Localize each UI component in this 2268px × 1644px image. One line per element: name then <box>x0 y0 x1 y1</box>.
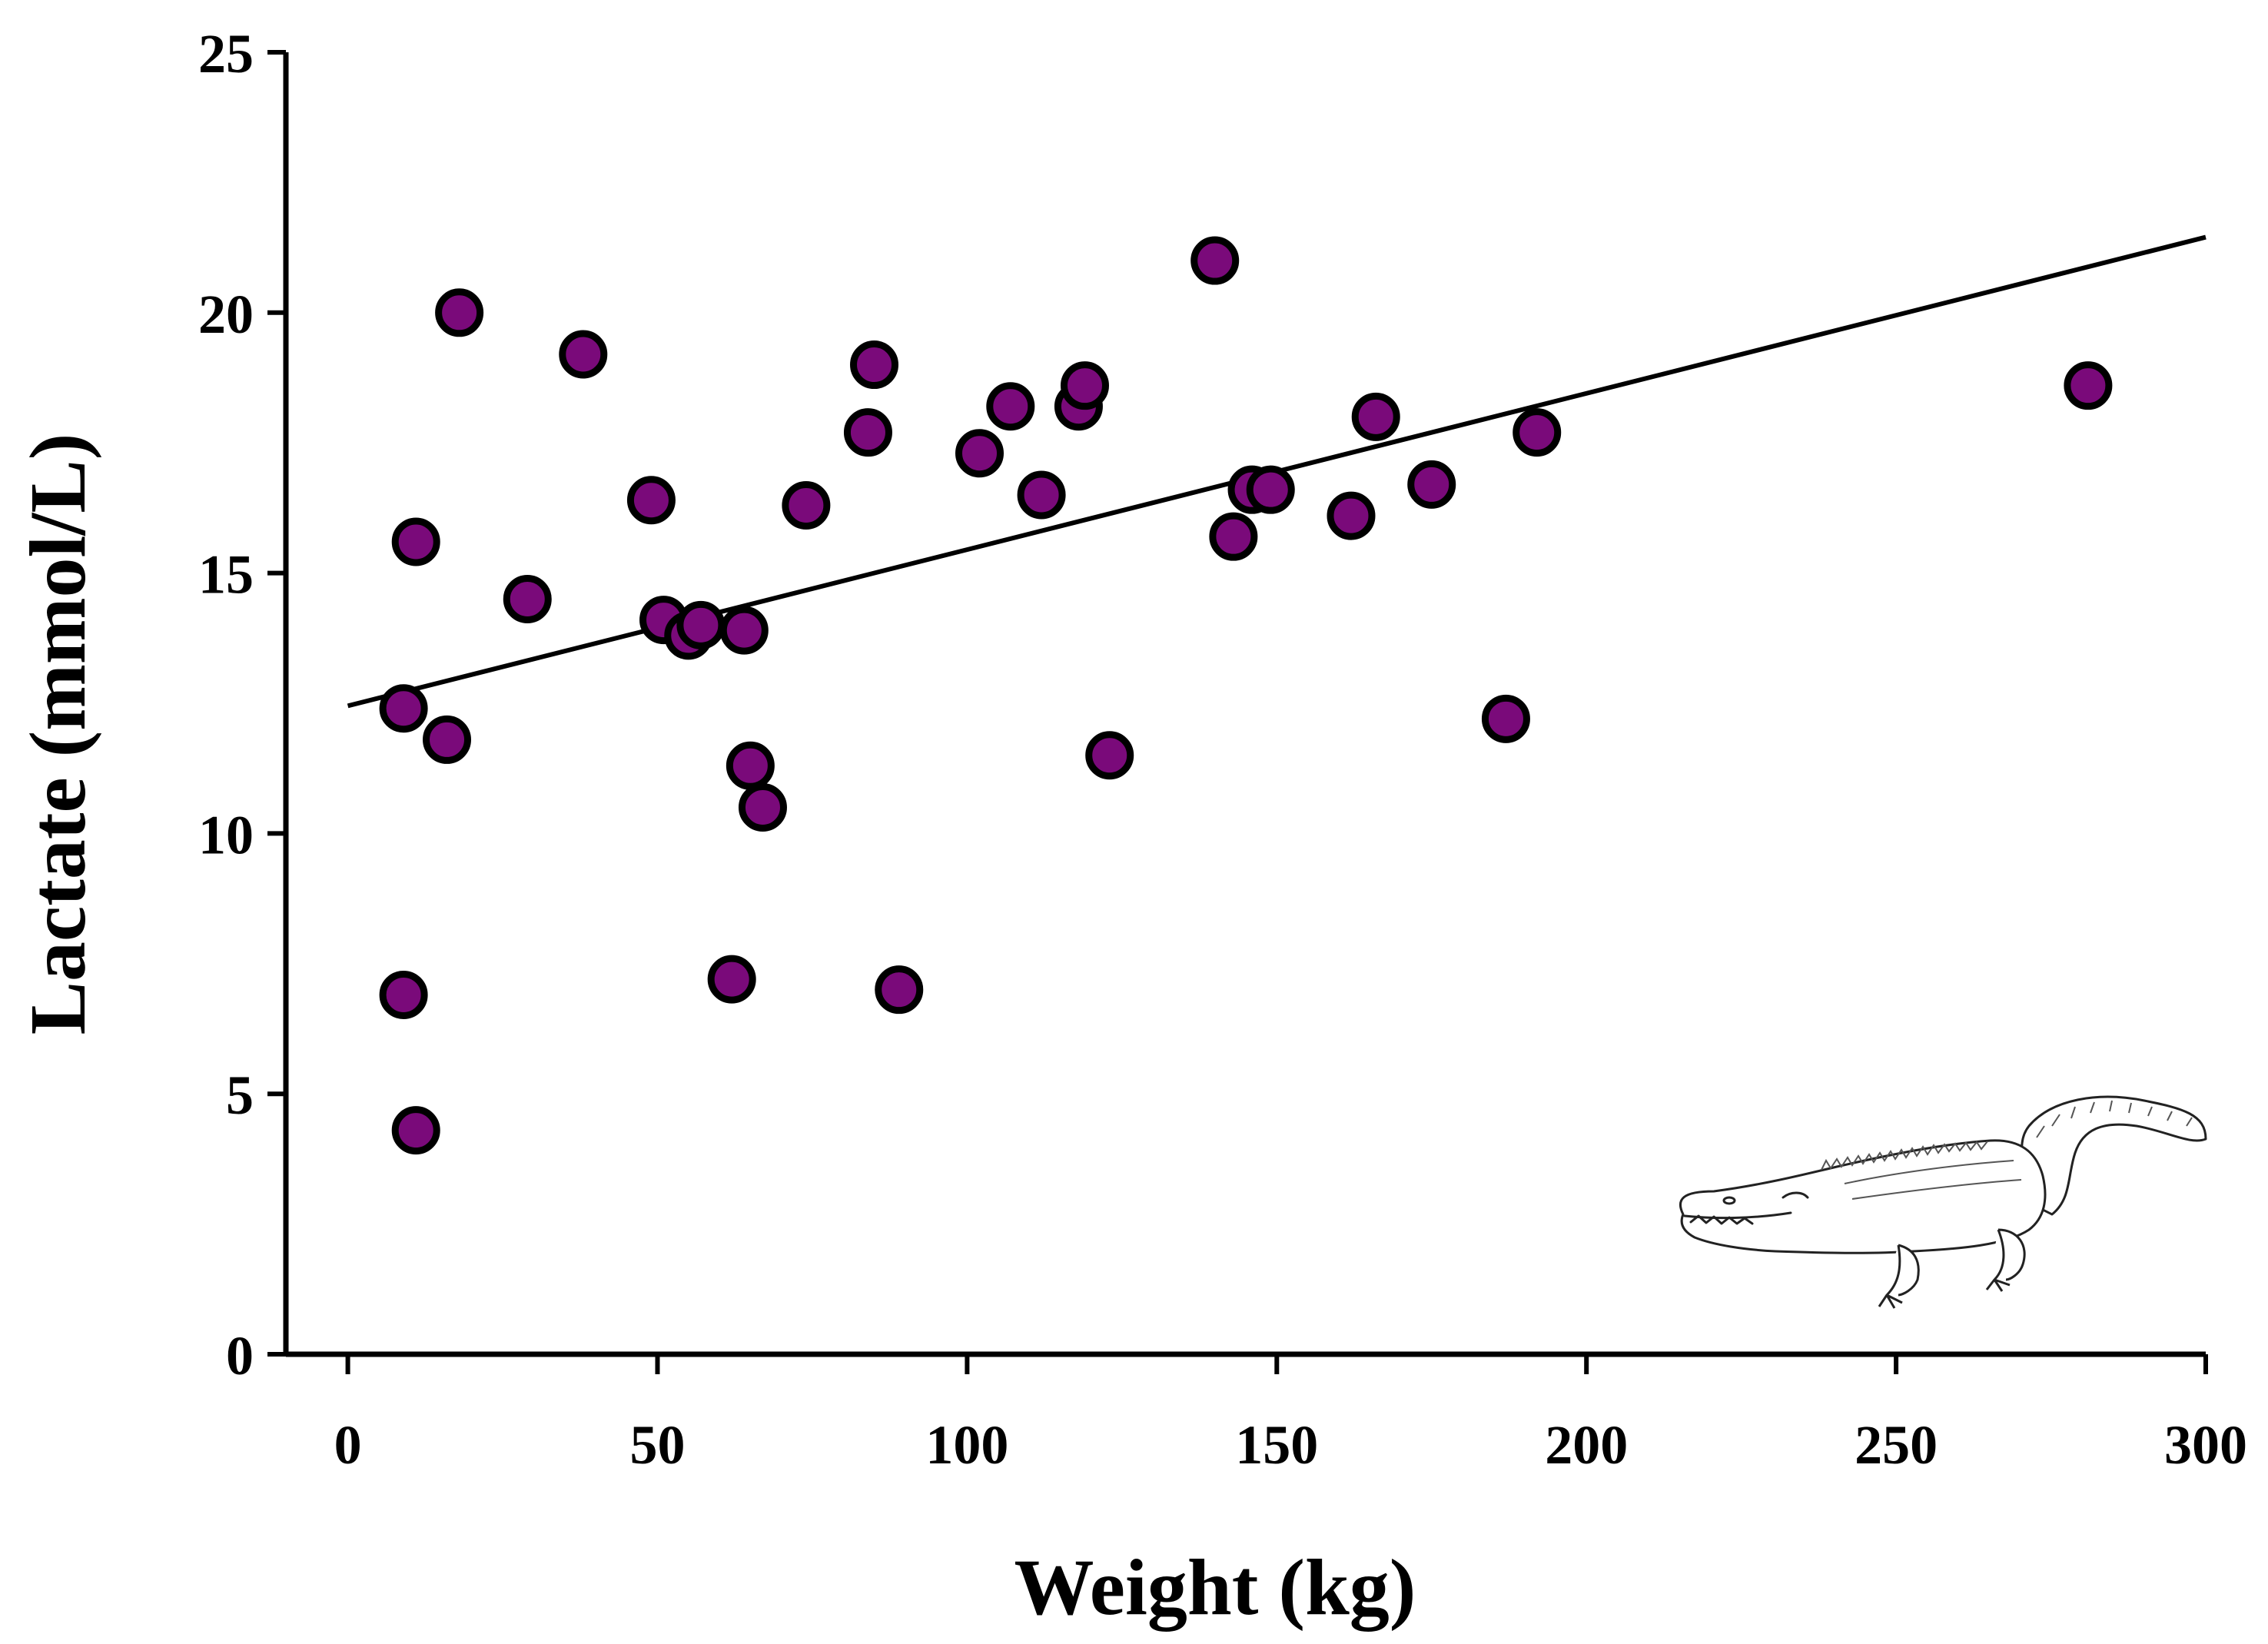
data-point <box>955 429 1004 478</box>
data-point <box>503 574 552 623</box>
data-point <box>391 517 440 566</box>
x-tick-label: 100 <box>925 1414 1008 1476</box>
x-tick-label: 50 <box>629 1414 685 1476</box>
data-point <box>843 408 892 457</box>
x-axis-ticks: 0 50 100 150 200 250 300 <box>334 1354 2247 1476</box>
data-point <box>1513 408 1562 457</box>
x-axis-title: Weight (kg) <box>1014 1543 1416 1632</box>
data-point <box>875 965 924 1015</box>
data-point <box>850 340 899 390</box>
data-point <box>423 715 472 764</box>
data-point <box>782 481 831 530</box>
x-tick-label: 250 <box>1855 1414 1938 1476</box>
crocodile-illustration <box>1679 1095 2207 1309</box>
x-tick-label: 0 <box>334 1414 362 1476</box>
data-point <box>1209 512 1258 561</box>
axes <box>283 52 2206 1357</box>
data-point <box>986 382 1035 431</box>
data-point <box>1017 470 1066 520</box>
data-point <box>676 600 726 649</box>
x-tick-label: 200 <box>1545 1414 1628 1476</box>
y-tick-label: 5 <box>226 1064 254 1126</box>
data-point <box>1085 731 1134 780</box>
y-tick-label: 25 <box>198 23 254 85</box>
y-axis-ticks: 0 5 10 15 20 25 <box>198 23 286 1387</box>
y-tick-label: 0 <box>226 1325 254 1387</box>
x-tick-label: 300 <box>2164 1414 2247 1476</box>
data-point <box>726 741 775 790</box>
data-point <box>379 684 428 733</box>
data-points <box>379 236 2113 1155</box>
data-point <box>559 330 608 379</box>
data-point <box>738 783 787 832</box>
data-point <box>707 955 756 1004</box>
data-point <box>719 606 769 655</box>
data-point <box>1246 465 1295 514</box>
x-tick-label: 150 <box>1235 1414 1318 1476</box>
y-axis-title: Lactate (mmol/L) <box>14 433 102 1035</box>
data-point <box>1060 361 1109 410</box>
data-point <box>391 1106 440 1155</box>
data-point <box>1407 460 1456 509</box>
data-point <box>435 288 484 337</box>
y-tick-label: 20 <box>198 284 254 345</box>
y-tick-label: 10 <box>198 804 254 865</box>
data-point <box>1481 694 1530 743</box>
data-point <box>626 476 676 525</box>
data-point <box>1327 491 1376 540</box>
data-point <box>1190 236 1240 285</box>
data-point <box>1351 392 1400 441</box>
data-point <box>2064 361 2113 410</box>
y-tick-label: 15 <box>198 544 254 606</box>
data-point <box>379 970 428 1019</box>
